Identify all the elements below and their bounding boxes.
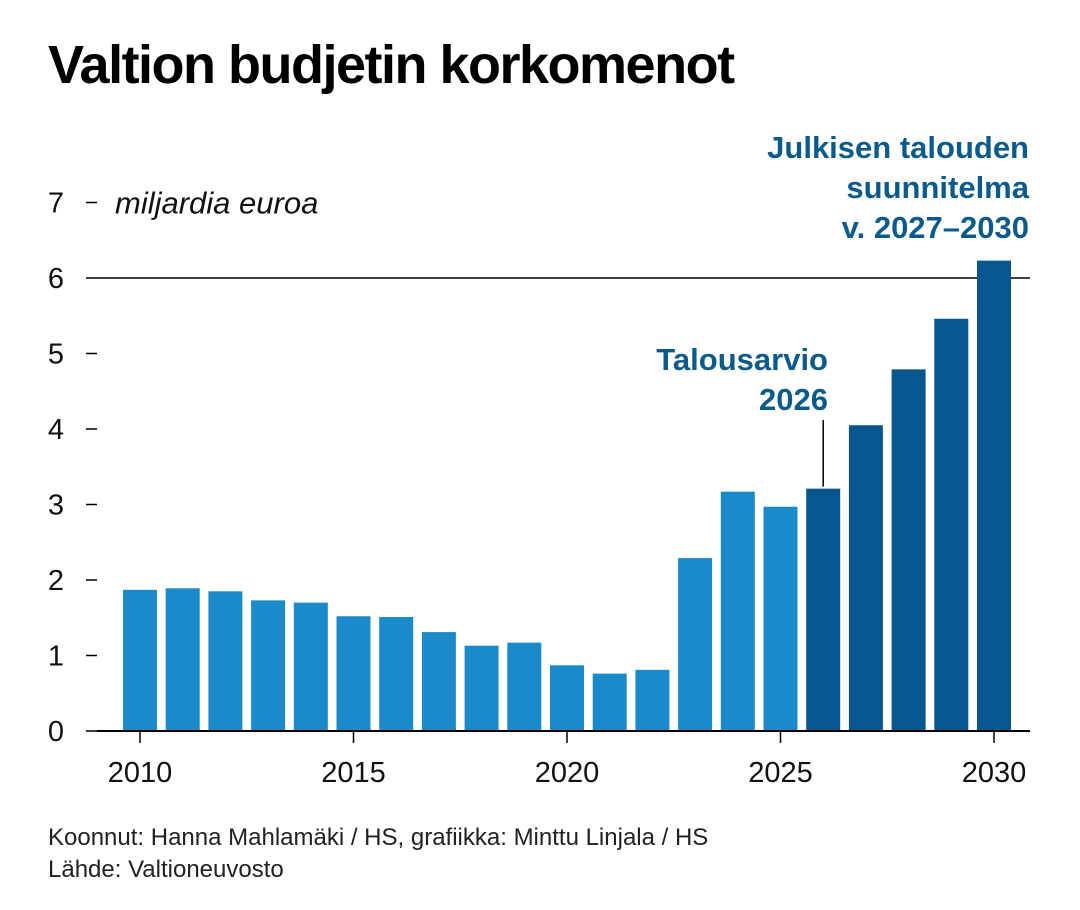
- bar-2014: [293, 602, 328, 731]
- bar-2013: [251, 600, 286, 731]
- x-tick-label-2030: 2030: [962, 757, 1027, 789]
- bar-2018: [464, 645, 499, 731]
- y-tick-label-7: 7: [48, 188, 64, 220]
- annotation-suunnitelma-line-1: Julkisen talouden: [767, 130, 1029, 165]
- axis-layer: 0 1 2 3 4 5 6 7 miljardia euroa 2010 2015 2020 2025 2…: [48, 186, 1030, 789]
- bar-2015: [336, 616, 371, 731]
- annotation-suunnitelma-line-3: v. 2027–2030: [842, 210, 1029, 245]
- bar-2023: [678, 558, 713, 731]
- bar-2020: [550, 665, 584, 731]
- x-tick-label-2010: 2010: [108, 757, 173, 789]
- y-tick-label-3: 3: [48, 490, 64, 522]
- bar-2019: [507, 642, 542, 731]
- source-text: Lähde: Valtioneuvosto: [48, 856, 284, 883]
- bar-2022: [635, 669, 670, 731]
- x-tick-label-2025: 2025: [748, 757, 813, 789]
- credits-text: Koonnut: Hanna Mahlamäki / HS, grafiikka…: [48, 824, 709, 851]
- bar-2011: [165, 588, 200, 731]
- bar-2016: [379, 616, 414, 731]
- bar-2027: [848, 425, 883, 731]
- bar-2028: [891, 369, 926, 731]
- bar-2010: [123, 589, 157, 731]
- bar-2026: [806, 488, 841, 731]
- bar-2017: [421, 632, 456, 731]
- bar-2021: [592, 673, 627, 731]
- annotation-layer: Talousarvio 2026 Julkisen talouden suunnite…: [656, 130, 1030, 487]
- bar-2024: [720, 491, 755, 731]
- y-tick-label-4: 4: [48, 414, 64, 446]
- bar-2029: [934, 318, 969, 731]
- annotation-talousarvio-line-1: Talousarvio: [656, 342, 828, 377]
- bars-layer: [123, 260, 1011, 731]
- y-tick-label-6: 6: [48, 263, 64, 295]
- footer: Koonnut: Hanna Mahlamäki / HS, grafiikka…: [48, 822, 708, 886]
- annotation-suunnitelma-line-2: suunnitelma: [846, 170, 1029, 205]
- bar-2030: [977, 260, 1011, 731]
- y-tick-label-1: 1: [48, 641, 64, 673]
- bar-2012: [208, 591, 243, 731]
- y-axis-unit-label: miljardia euroa: [115, 186, 318, 221]
- y-tick-label-0: 0: [48, 716, 64, 748]
- x-tick-label-2020: 2020: [535, 757, 600, 789]
- annotation-talousarvio-line-2: 2026: [759, 382, 828, 417]
- y-tick-label-5: 5: [48, 339, 64, 371]
- x-tick-label-2015: 2015: [321, 757, 386, 789]
- y-tick-label-2: 2: [48, 565, 64, 597]
- chart-title: Valtion budjetin korkomenot: [48, 35, 735, 95]
- bar-2025: [763, 506, 798, 731]
